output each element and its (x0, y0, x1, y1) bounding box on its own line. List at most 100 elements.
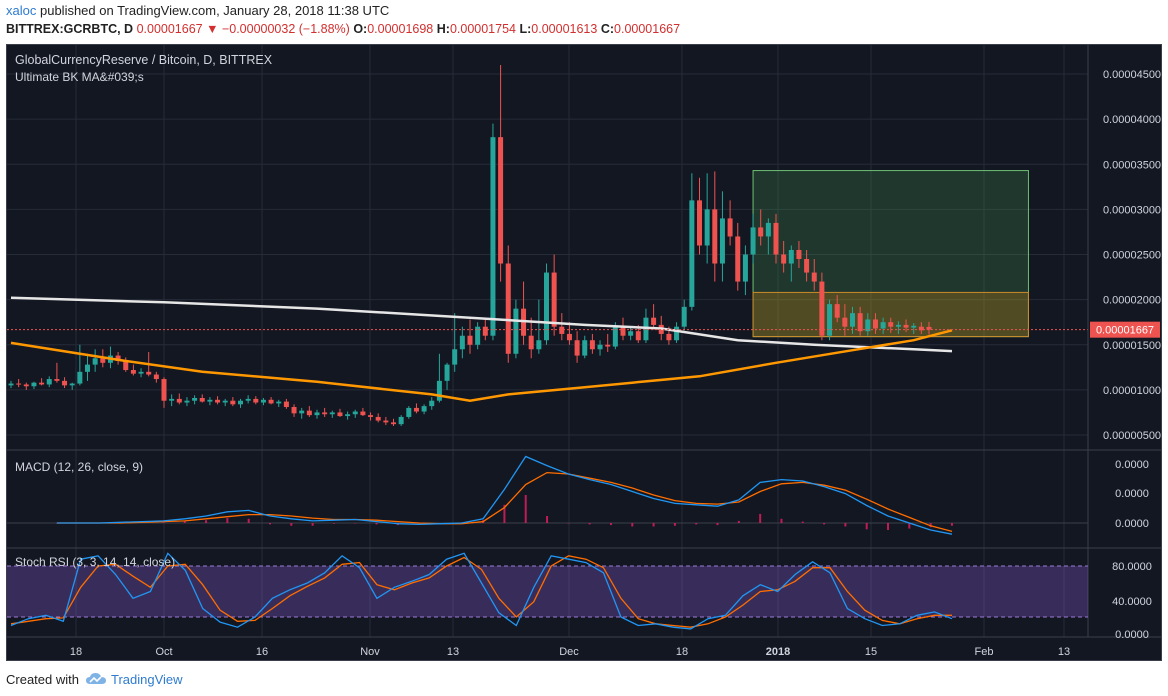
candle-body (842, 317, 848, 327)
macd-histogram-bar (332, 523, 335, 524)
stoch-rsi-pane[interactable] (10, 552, 953, 630)
candle-body (169, 398, 175, 401)
macd-histogram-bar (375, 523, 378, 525)
candle-body (77, 371, 83, 384)
macd-histogram-bar (950, 523, 953, 526)
time-tick-label: Nov (360, 646, 380, 658)
candle-body (46, 379, 52, 385)
indicator-title: Ultimate BK MA&#039;s (15, 70, 144, 84)
open-label: O: (353, 22, 368, 36)
main-pane-title: GlobalCurrencyReserve / Bitcoin, D, BITT… (15, 53, 273, 67)
macd-histogram-bar (226, 518, 229, 523)
time-tick-label: 15 (865, 646, 877, 658)
candle-body (39, 382, 45, 385)
candle-body (85, 364, 90, 372)
low-label: L: (519, 22, 532, 36)
candle-body (329, 412, 335, 415)
candle-body (375, 416, 381, 421)
price-tick-label: 0.00001500 (1103, 340, 1161, 352)
candle-body (230, 400, 236, 405)
price-axis[interactable]: 0.00004500 0.00004000 0.00003500 0.00003000… (1103, 69, 1161, 641)
tradingview-link[interactable]: TradingView (85, 672, 183, 687)
candle-body (735, 236, 741, 282)
chart-container[interactable]: 0.00004500 0.00004000 0.00003500 0.00003000… (6, 44, 1162, 661)
candle-body (283, 401, 289, 408)
candle-body (597, 344, 603, 350)
candle-body (582, 340, 588, 356)
candle-body (337, 412, 343, 417)
ohlc-line: BITTREX:GCRBTC, D 0.00001667 ▼ −0.000000… (6, 22, 680, 40)
candle-body (635, 331, 641, 341)
candle-body (268, 399, 274, 404)
ma-fast-line (10, 329, 953, 402)
price-tick-label: 0.00002500 (1103, 250, 1161, 262)
last-price: 0.00001667 (136, 22, 203, 36)
candle-body (452, 349, 458, 365)
macd-histogram-bar (503, 504, 506, 523)
candle-body (559, 326, 565, 334)
macd-histogram-bar (737, 520, 740, 523)
candle-body (903, 324, 909, 328)
candle-body (490, 137, 496, 336)
published-text: published on TradingView.com, January 28… (39, 3, 390, 18)
price-badge (1090, 321, 1160, 338)
macd-histogram-bar (609, 523, 612, 526)
macd-histogram-bar (929, 523, 932, 528)
projection-box[interactable] (752, 170, 1029, 338)
candle-body (92, 358, 98, 365)
macd-pane[interactable] (7, 455, 1088, 535)
high-value: 0.00001754 (449, 22, 516, 36)
footer: Created with TradingView (6, 668, 183, 690)
candle-body (31, 382, 37, 387)
time-tick-label: 13 (1058, 646, 1070, 658)
close-value: 0.00001667 (614, 22, 681, 36)
candle-body (291, 407, 297, 414)
macd-histogram-bar (290, 523, 293, 526)
candle-body (299, 410, 305, 414)
chart-canvas[interactable]: 0.00004500 0.00004000 0.00003500 0.00003000… (7, 45, 1161, 660)
candle-body (765, 222, 771, 237)
candle-body (345, 414, 351, 417)
time-tick-label: 16 (256, 646, 268, 658)
high-label: H: (436, 22, 450, 36)
candle-body (834, 304, 840, 318)
candle-body (712, 209, 718, 264)
change-value: −0.00000032 (−1.88%) (221, 22, 350, 36)
time-tick-label: Oct (155, 646, 172, 658)
candle-body (215, 399, 221, 403)
candle-body (238, 400, 243, 405)
publisher-username[interactable]: xaloc (6, 3, 37, 18)
stoch-tick-label: 40.0000 (1112, 596, 1152, 608)
candle-body (306, 410, 312, 416)
macd-histogram-bar (546, 516, 549, 523)
candle-body (368, 415, 374, 417)
price-tick-label: 0.00001000 (1103, 385, 1161, 397)
candle-body (276, 401, 282, 404)
tradingview-brand[interactable]: TradingView (110, 671, 183, 687)
candle-body (184, 400, 190, 403)
macd-histogram-bar (823, 523, 826, 525)
macd-histogram-bar (631, 523, 634, 527)
candle-body (16, 383, 22, 385)
candle-body (888, 322, 894, 327)
price-tick-label: 0.00003000 (1103, 204, 1161, 216)
candle-body (544, 272, 549, 341)
price-tick-label: 0.00004000 (1103, 114, 1161, 126)
moving-averages (10, 296, 953, 402)
candle-body (222, 400, 228, 403)
candle-body (742, 254, 748, 282)
macd-line (56, 455, 953, 535)
candle-body (551, 272, 557, 327)
candle-body (628, 331, 634, 336)
time-axis[interactable]: 18 Oct 16 Nov 13 Dec 18 2018 15 Feb 13 (70, 646, 1070, 658)
macd-histogram-bar (524, 495, 527, 523)
candle-body (827, 304, 833, 336)
candle-body (612, 326, 618, 347)
candle-body (689, 200, 695, 307)
candle-body (773, 222, 779, 255)
candle-body (865, 319, 871, 332)
candle-body (727, 218, 733, 237)
price-tick-label: 0.00004500 (1103, 69, 1161, 81)
macd-pane-title: MACD (12, 26, close, 9) (15, 460, 143, 474)
candle-body (8, 383, 14, 386)
